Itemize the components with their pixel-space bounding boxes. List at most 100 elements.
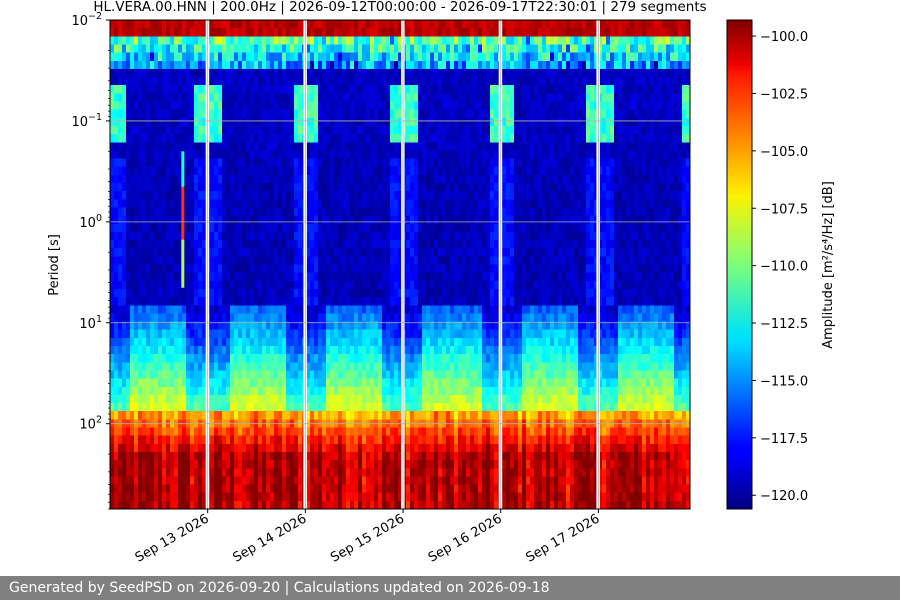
heatmap-cell <box>346 85 351 94</box>
heatmap-cell <box>126 248 131 257</box>
heatmap-cell <box>114 305 119 314</box>
heatmap-cell <box>234 288 239 298</box>
heatmap-cell <box>122 77 127 86</box>
heatmap-cell <box>122 240 127 249</box>
heatmap-cell <box>214 125 219 135</box>
heatmap-cell <box>114 492 119 502</box>
heatmap-cell <box>310 158 315 168</box>
heatmap-cell <box>250 329 255 339</box>
heatmap-cell <box>286 443 291 453</box>
heatmap-cell <box>338 476 343 486</box>
heatmap-cell <box>314 403 319 412</box>
heatmap-cell <box>118 36 123 46</box>
heatmap-cell <box>434 44 439 54</box>
heatmap-cell <box>342 272 347 282</box>
heatmap-cell <box>306 134 311 143</box>
heatmap-cell <box>342 443 347 453</box>
heatmap-cell <box>118 183 123 192</box>
heatmap-cell <box>338 451 343 461</box>
heatmap-cell <box>242 134 247 143</box>
heatmap-cell <box>410 403 415 412</box>
heatmap-cell <box>198 451 203 461</box>
heatmap-cell <box>114 451 119 461</box>
heatmap-cell <box>134 288 139 298</box>
heatmap-cell <box>386 288 391 298</box>
heatmap-cell <box>238 150 243 160</box>
heatmap-cell <box>274 411 279 420</box>
heatmap-cell <box>234 142 239 151</box>
heatmap-cell <box>246 500 251 510</box>
heatmap-cell <box>354 484 359 494</box>
heatmap-cell <box>194 183 199 192</box>
heatmap-cell <box>342 183 347 192</box>
heatmap-cell <box>170 346 175 355</box>
heatmap-cell <box>222 125 227 135</box>
heatmap-cell <box>442 101 447 111</box>
heatmap-cell <box>198 77 203 86</box>
heatmap-cell <box>242 77 247 86</box>
heatmap-cell <box>342 223 347 233</box>
heatmap-cell <box>394 93 399 103</box>
heatmap-cell <box>310 460 315 469</box>
heatmap-cell <box>354 85 359 94</box>
heatmap-cell <box>246 125 251 135</box>
heatmap-cell <box>418 158 423 168</box>
heatmap-cell <box>134 321 139 331</box>
heatmap-cell <box>366 215 371 225</box>
heatmap-cell <box>434 199 439 209</box>
heatmap-cell <box>134 500 139 510</box>
heatmap-cell <box>182 77 187 86</box>
heatmap-cell <box>322 313 327 323</box>
heatmap-cell <box>254 362 259 372</box>
heatmap-cell <box>286 492 291 502</box>
heatmap-cell <box>314 101 319 111</box>
heatmap-cell <box>438 305 443 314</box>
heatmap-cell <box>338 85 343 94</box>
heatmap-cell <box>338 492 343 502</box>
heatmap-cell <box>346 321 351 331</box>
heatmap-cell <box>406 451 411 461</box>
heatmap-cell <box>366 305 371 314</box>
heatmap-cell <box>342 77 347 86</box>
heatmap-cell <box>142 166 147 176</box>
heatmap-cell <box>334 231 339 241</box>
heatmap-cell <box>218 215 223 225</box>
heatmap-cell <box>330 223 335 233</box>
heatmap-cell <box>434 354 439 363</box>
heatmap-cell <box>158 288 163 298</box>
heatmap-cell <box>198 166 203 176</box>
heatmap-cell <box>354 109 359 119</box>
heatmap-cell <box>290 305 295 314</box>
heatmap-cell <box>218 362 223 372</box>
heatmap-cell <box>310 85 315 94</box>
heatmap-cell <box>386 142 391 151</box>
heatmap-cell <box>310 321 315 331</box>
heatmap-cell <box>306 158 311 168</box>
heatmap-cell <box>238 451 243 461</box>
heatmap-cell <box>362 158 367 168</box>
heatmap-cell <box>438 500 443 510</box>
heatmap-cell <box>198 150 203 160</box>
heatmap-cell <box>266 370 271 380</box>
heatmap-cell <box>178 125 183 135</box>
heatmap-cell <box>270 68 275 78</box>
heatmap-cell <box>390 158 395 168</box>
heatmap-cell <box>178 248 183 257</box>
heatmap-cell <box>142 354 147 363</box>
heatmap-cell <box>370 403 375 412</box>
heatmap-cell <box>138 288 143 298</box>
heatmap-cell <box>366 223 371 233</box>
heatmap-cell <box>210 346 215 355</box>
heatmap-cell <box>326 370 331 380</box>
heatmap-cell <box>362 231 367 241</box>
heatmap-cell <box>314 109 319 119</box>
heatmap-cell <box>322 215 327 225</box>
heatmap-cell <box>166 36 171 46</box>
heatmap-cell <box>138 427 143 437</box>
heatmap-cell <box>282 215 287 225</box>
heatmap-cell <box>158 476 163 486</box>
heatmap-cell <box>326 231 331 241</box>
heatmap-cell <box>170 484 175 494</box>
heatmap-cell <box>358 36 363 46</box>
heatmap-cell <box>218 125 223 135</box>
